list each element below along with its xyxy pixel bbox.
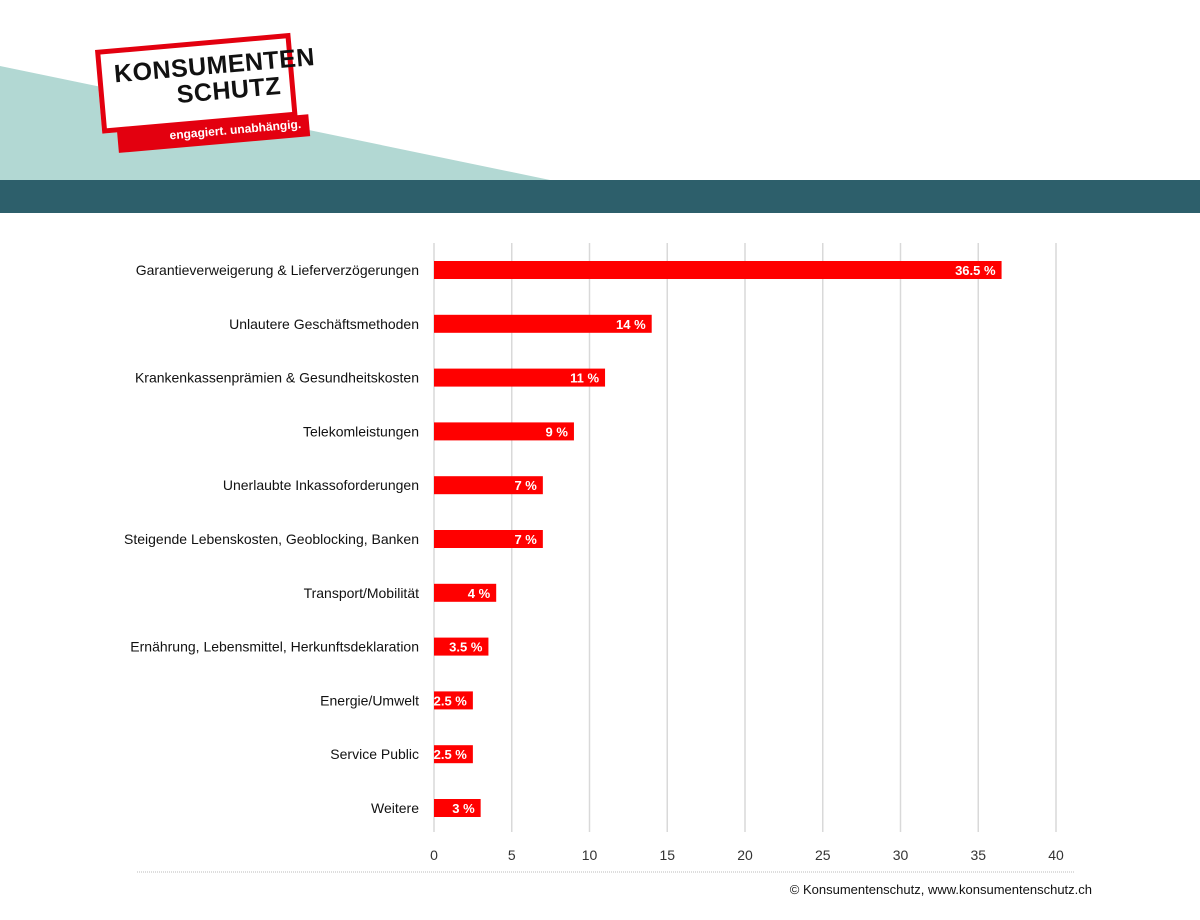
footer-copyright: © Konsumentenschutz, www.konsumentenschu… bbox=[789, 882, 1092, 897]
x-tick-label: 30 bbox=[893, 847, 909, 863]
data-label: 11 % bbox=[570, 371, 599, 386]
category-label: Garantieverweigerung & Lieferverzögerung… bbox=[136, 262, 419, 278]
bar bbox=[434, 368, 606, 387]
x-tick-label: 0 bbox=[430, 847, 438, 863]
data-label: 2.5 % bbox=[434, 747, 468, 762]
bar bbox=[434, 476, 543, 495]
category-label: Telekomleistungen bbox=[303, 423, 419, 439]
x-tick-label: 35 bbox=[970, 847, 986, 863]
data-label: 9 % bbox=[546, 424, 569, 439]
x-tick-label: 25 bbox=[815, 847, 831, 863]
data-label: 7 % bbox=[514, 478, 537, 493]
data-label: 3 % bbox=[452, 801, 475, 816]
x-tick-label: 15 bbox=[659, 847, 675, 863]
data-label: 14 % bbox=[616, 317, 646, 332]
category-label: Transport/Mobilität bbox=[304, 585, 420, 601]
category-label: Krankenkassenprämien & Gesundheitskosten bbox=[135, 370, 419, 386]
x-tick-label: 20 bbox=[737, 847, 753, 863]
header-band bbox=[0, 180, 1200, 213]
x-tick-label: 10 bbox=[582, 847, 598, 863]
bar bbox=[434, 261, 1002, 279]
bar bbox=[434, 691, 473, 710]
bar bbox=[434, 530, 543, 548]
category-label: Energie/Umwelt bbox=[320, 692, 419, 708]
category-label: Weitere bbox=[371, 800, 419, 816]
data-label: 3.5 % bbox=[449, 640, 483, 655]
bar bbox=[434, 799, 481, 817]
category-label: Unlautere Geschäftsmethoden bbox=[229, 316, 419, 332]
category-label: Ernährung, Lebensmittel, Herkunftsdeklar… bbox=[130, 639, 419, 655]
bar bbox=[434, 314, 652, 333]
category-label: Service Public bbox=[330, 746, 419, 762]
x-tick-label: 40 bbox=[1048, 847, 1064, 863]
bar bbox=[434, 745, 473, 764]
data-label: 2.5 % bbox=[434, 693, 468, 708]
category-label: Steigende Lebenskosten, Geoblocking, Ban… bbox=[124, 531, 419, 547]
x-tick-label: 5 bbox=[508, 847, 516, 863]
data-label: 4 % bbox=[468, 586, 491, 601]
data-label: 36.5 % bbox=[955, 263, 996, 278]
bar bbox=[434, 583, 497, 602]
category-label: Unerlaubte Inkassoforderungen bbox=[223, 477, 419, 493]
bar bbox=[434, 637, 489, 656]
bar bbox=[434, 422, 574, 441]
bar-chart: 0 5 10 15 20 25 30 35 40 36.5 % Garantieverweigeru… bbox=[124, 243, 1075, 873]
data-label: 7 % bbox=[514, 532, 537, 547]
